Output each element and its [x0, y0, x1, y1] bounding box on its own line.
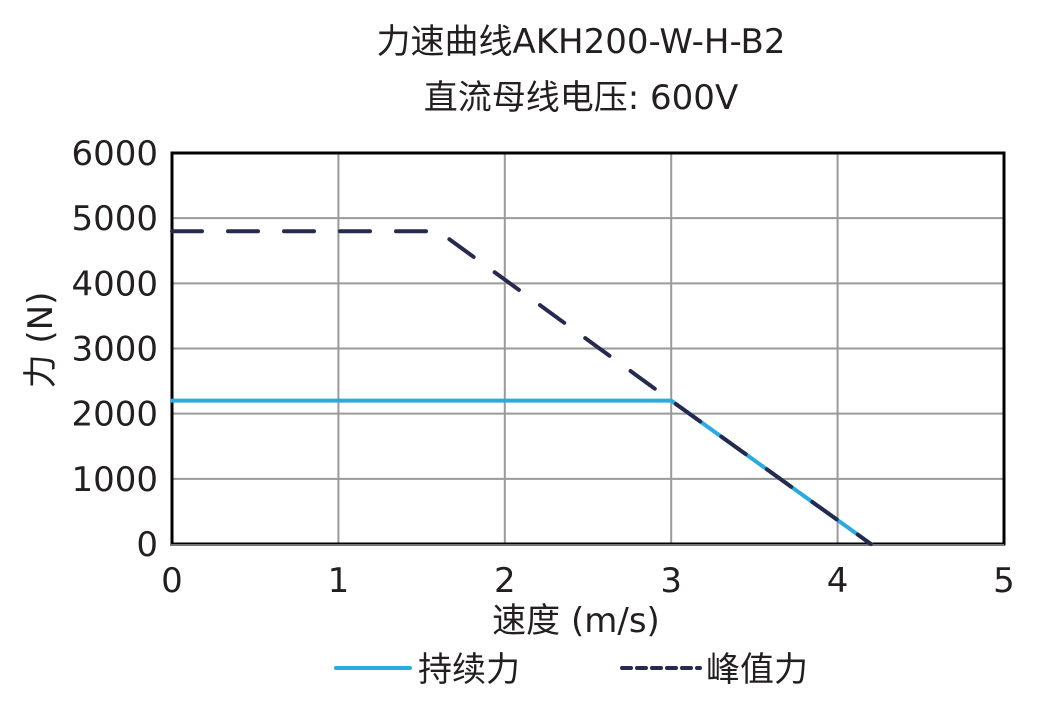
y-tick-label: 1000: [71, 460, 158, 500]
x-tick-label: 5: [993, 561, 1015, 601]
x-tick-label: 3: [660, 561, 682, 601]
x-tick-label: 1: [328, 561, 350, 601]
chart-title: 力速曲线AKH200-W-H-B2: [376, 22, 786, 62]
y-axis-label: 力 (N): [21, 292, 61, 389]
y-tick-label: 4000: [71, 264, 158, 304]
legend-continuous-label: 持续力: [418, 650, 520, 690]
y-tick-label: 0: [136, 525, 158, 565]
y-tick-label: 5000: [71, 199, 158, 239]
y-tick-label: 2000: [71, 395, 158, 435]
y-tick-label: 3000: [71, 330, 158, 370]
x-tick-label: 2: [494, 561, 516, 601]
legend-peak-label: 峰值力: [706, 650, 808, 690]
x-axis-label: 速度 (m/s): [492, 601, 660, 641]
chart-subtitle: 直流母线电压: 600V: [423, 78, 739, 118]
series-peak-force-line: [170, 229, 873, 546]
x-tick-label: 0: [161, 561, 183, 601]
x-tick-label: 4: [827, 561, 849, 601]
series-continuous-force-line: [170, 398, 873, 546]
y-tick-label: 6000: [71, 134, 158, 174]
